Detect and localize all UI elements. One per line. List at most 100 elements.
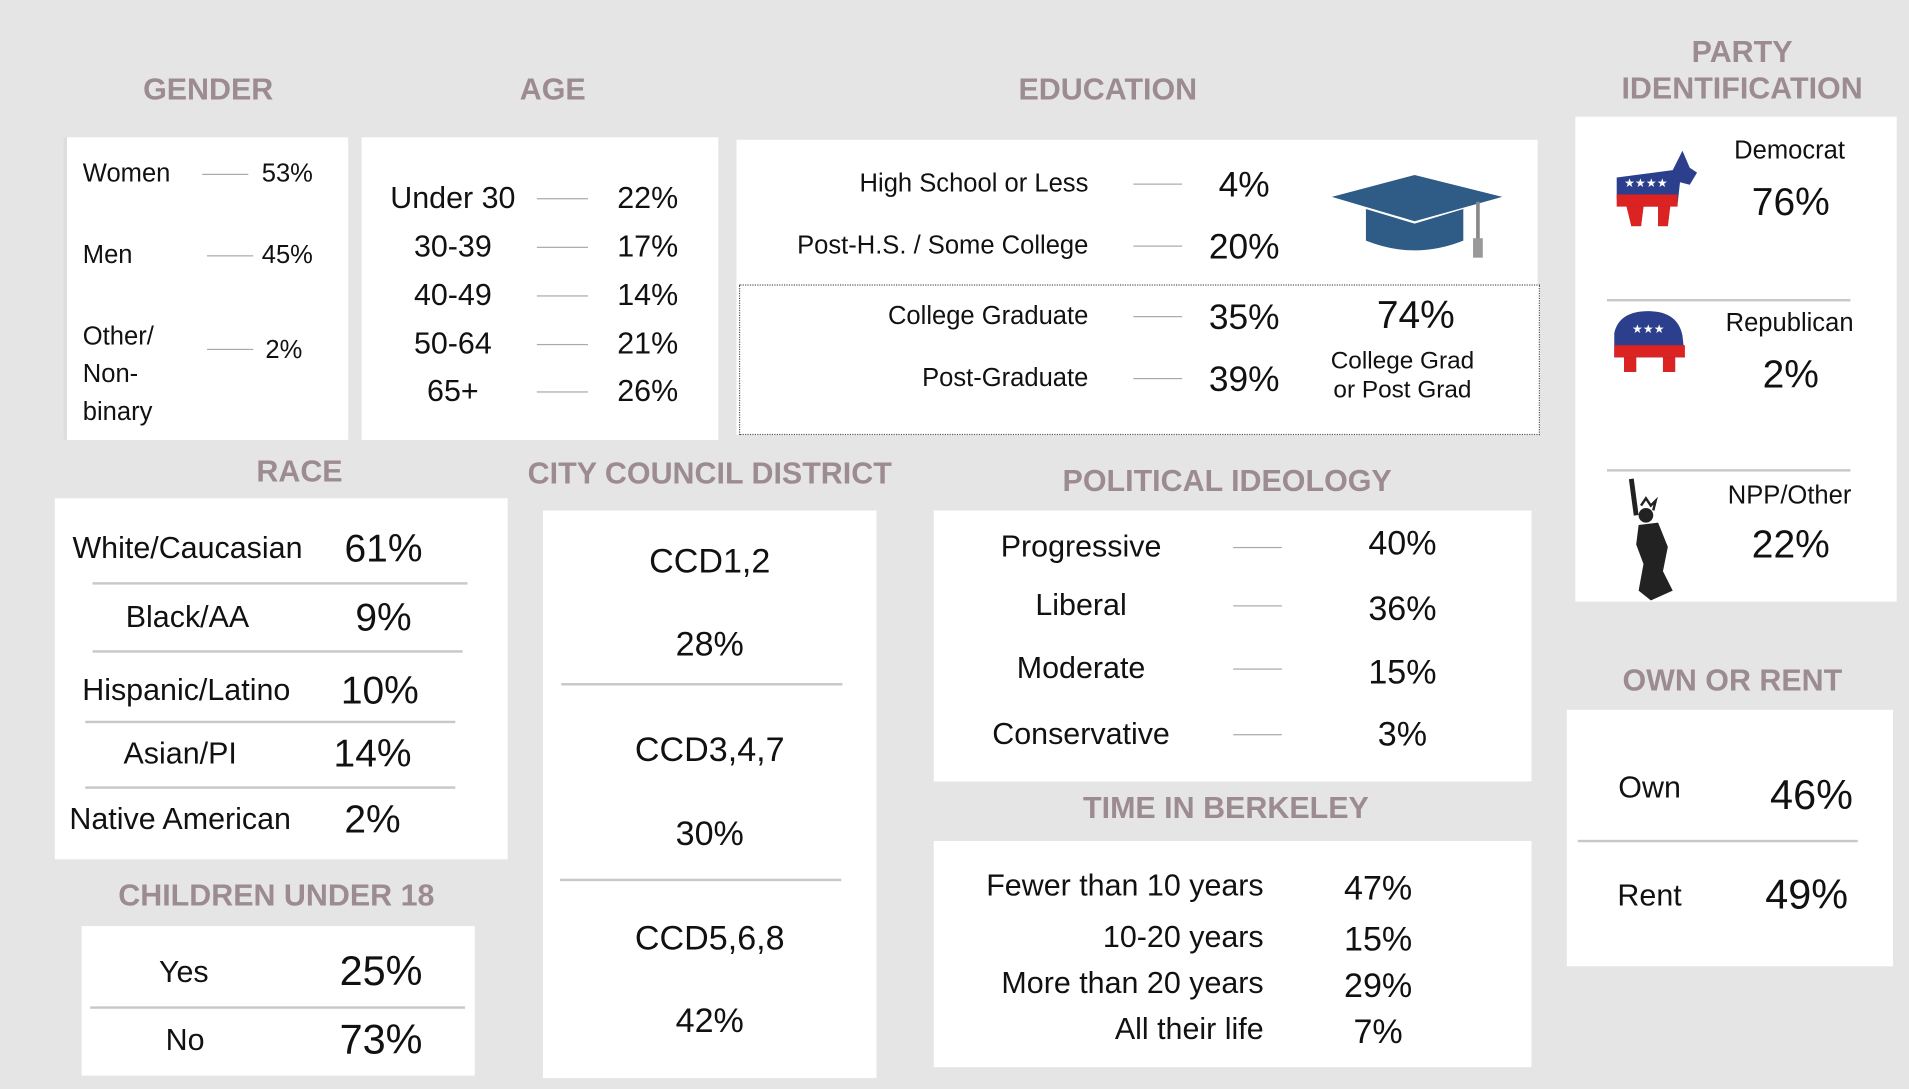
row-value: 2% [265,335,302,366]
row-value: 21% [617,326,678,362]
row-label: NPP/Other [1728,481,1852,512]
svg-text:★★★★: ★★★★ [1624,176,1668,190]
section-title: EDUCATION [1018,72,1197,108]
row-label: All their life [1115,1011,1264,1047]
row-value: 22% [617,180,678,216]
connector-dash [207,349,253,350]
row-value: 25% [340,948,423,998]
connector-dash [1233,605,1282,606]
separator [1578,840,1858,842]
row-label: CCD5,6,8 [635,918,785,959]
section-title: CITY COUNCIL DISTRICT [528,456,892,492]
donkey-icon: ★★★★ [1609,146,1702,234]
row-label: Liberal [1035,587,1126,623]
row-value: 2% [344,796,400,843]
row-label: Own [1618,769,1681,805]
row-label: 30-39 [414,228,492,264]
row-value: 9% [355,594,411,641]
row-value: 7% [1353,1011,1402,1052]
elephant-icon: ★★★ [1607,309,1690,377]
row-label: Under 30 [390,180,515,216]
row-value: 30% [676,813,744,854]
connector-dash [1233,668,1282,669]
connector-dash [1133,246,1182,247]
connector-dash [537,391,588,392]
row-label: Men [83,240,133,271]
section-title: AGE [520,72,586,108]
row-label: Yes [159,954,209,990]
section-title: OWN OR RENT [1622,662,1842,698]
row-label: More than 20 years [1001,965,1263,1001]
row-value: 4% [1219,165,1270,207]
row-value: 17% [617,228,678,264]
row-value: 73% [340,1016,423,1066]
row-value: 40% [1368,523,1436,564]
row-value: 36% [1368,589,1436,630]
infographic: ★★★★ ★★★ GENDERAGEEDUCATIONPARTY IDENTIF… [0,0,1909,1089]
row-label: 10-20 years [1103,919,1264,955]
row-value: 39% [1209,359,1280,401]
row-value: 29% [1344,965,1412,1006]
row-label: Republican [1726,308,1854,339]
separator [93,650,463,652]
connector-dash [1133,184,1182,185]
section-title: CHILDREN UNDER 18 [118,878,434,914]
separator [85,721,455,723]
row-label: Black/AA [126,599,249,635]
row-value: 45% [262,240,313,271]
separator [93,582,468,584]
row-value: 15% [1344,919,1412,960]
row-label: White/Caucasian [72,530,302,566]
panel [1567,710,1893,966]
row-label: College Graduate [888,301,1088,332]
row-value: 14% [334,730,412,777]
svg-text:★★★: ★★★ [1632,322,1665,336]
row-value: 20% [1209,227,1280,269]
separator [561,683,842,685]
connector-dash [1233,734,1282,735]
graduation-cap-icon [1327,170,1510,261]
connector-dash [207,255,253,256]
row-value: 28% [676,624,744,665]
connector-dash [1133,316,1182,317]
liberty-icon [1617,474,1690,610]
row-label: High School or Less [860,168,1089,199]
row-label: Hispanic/Latino [82,672,290,708]
row-label: 65+ [427,373,479,409]
row-value: 3% [1378,714,1427,755]
row-label: Other/ Non-binary [83,318,171,431]
row-label: Democrat [1734,135,1845,166]
row-label: Native American [69,801,291,837]
section-title: RACE [256,453,342,489]
row-value: 46% [1770,771,1853,821]
row-label: Asian/PI [123,735,236,771]
row-label: No [166,1022,205,1058]
row-value: 42% [676,1001,744,1042]
connector-dash [202,174,248,175]
row-value: 49% [1765,871,1848,921]
separator [560,879,841,881]
separator [1607,469,1850,471]
row-value: 15% [1368,652,1436,693]
row-value: 61% [344,525,422,572]
row-value: 76% [1752,178,1830,225]
row-value: 26% [617,373,678,409]
connector-dash [1133,378,1182,379]
row-label: Moderate [1017,650,1146,686]
row-label: Rent [1617,878,1681,914]
row-label: Fewer than 10 years [986,868,1263,904]
section-title: PARTY IDENTIFICATION [1608,34,1876,107]
row-label: 40-49 [414,277,492,313]
row-label: 50-64 [414,326,492,362]
row-value: 53% [262,158,313,189]
row-value: 10% [341,667,419,714]
connector-dash [1233,547,1282,548]
row-value: 2% [1763,351,1819,398]
row-label: Women [83,158,171,189]
connector-dash [537,198,588,199]
combined-label: College Grad or Post Grad [1317,346,1487,404]
section-title: POLITICAL IDEOLOGY [1063,463,1392,499]
panel [543,510,877,1078]
row-value: 22% [1752,521,1830,568]
row-value: 14% [617,277,678,313]
